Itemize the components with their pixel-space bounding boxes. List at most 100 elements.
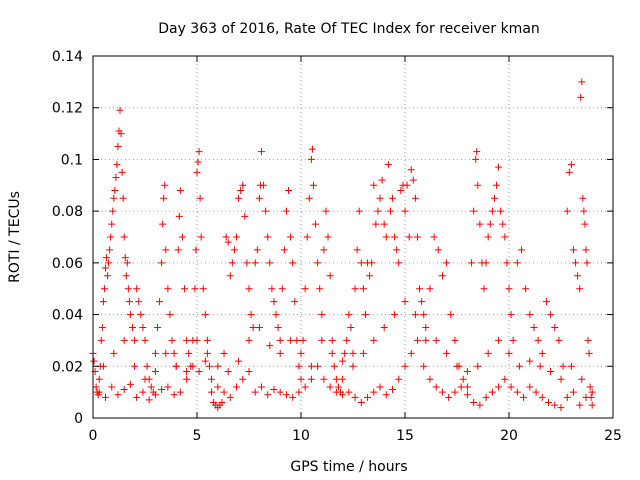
data-point	[422, 336, 430, 344]
data-point	[299, 336, 307, 344]
data-point	[393, 246, 401, 254]
x-axis-label: GPS time / hours	[290, 459, 407, 475]
data-point	[482, 393, 490, 401]
data-point	[191, 285, 199, 293]
data-point	[484, 233, 492, 241]
data-point	[526, 383, 534, 391]
data-point	[255, 324, 263, 331]
data-point	[137, 311, 145, 319]
data-point	[486, 220, 494, 228]
data-point	[370, 181, 378, 189]
data-point	[577, 93, 585, 101]
data-point	[114, 391, 122, 399]
y-tick-label: 0.12	[52, 101, 83, 117]
data-point	[270, 298, 278, 306]
data-point	[411, 311, 419, 319]
data-point	[120, 233, 128, 241]
data-point	[422, 324, 430, 331]
data-point	[249, 324, 257, 331]
data-point	[359, 349, 367, 357]
data-point	[509, 336, 517, 344]
data-point	[434, 246, 442, 254]
data-point	[297, 349, 305, 357]
data-point	[445, 393, 453, 401]
data-point	[239, 181, 247, 189]
data-point	[345, 311, 353, 319]
data-point	[507, 383, 515, 391]
plot-frame	[92, 55, 614, 419]
data-point	[328, 336, 336, 344]
data-point	[201, 311, 209, 319]
data-point	[193, 168, 201, 176]
data-point	[457, 383, 465, 391]
data-point	[451, 388, 459, 396]
data-point	[199, 285, 207, 293]
data-point	[349, 362, 357, 370]
data-point	[320, 246, 328, 254]
data-point	[395, 375, 403, 383]
data-point	[293, 336, 301, 344]
data-point	[576, 401, 584, 409]
data-point	[426, 285, 434, 293]
data-point	[145, 396, 153, 404]
data-point	[403, 181, 411, 189]
data-point	[476, 401, 484, 409]
data-point	[193, 336, 201, 344]
data-point	[432, 336, 440, 344]
data-point	[278, 285, 286, 293]
data-point	[569, 246, 577, 254]
data-point	[164, 383, 172, 391]
data-point	[538, 349, 546, 357]
data-point	[307, 375, 315, 383]
data-point	[241, 212, 249, 220]
data-point	[584, 336, 592, 344]
data-point	[326, 383, 334, 391]
data-point	[274, 324, 282, 331]
data-point	[563, 207, 571, 215]
data-point	[586, 383, 594, 391]
y-tick-label: 0	[74, 411, 83, 427]
data-point	[401, 362, 409, 370]
data-point	[106, 246, 114, 254]
data-point	[507, 311, 515, 319]
data-point	[116, 106, 124, 114]
data-point	[569, 388, 577, 396]
data-point	[328, 349, 336, 357]
y-tick-label: 0.08	[52, 204, 83, 220]
data-point	[438, 388, 446, 396]
data-point	[495, 383, 503, 391]
data-point	[386, 207, 394, 215]
data-point	[359, 285, 367, 293]
data-point	[156, 298, 164, 306]
data-point	[120, 386, 128, 394]
data-point	[276, 388, 284, 396]
data-point	[547, 367, 555, 375]
data-point	[185, 349, 193, 357]
data-point	[123, 259, 131, 267]
data-point	[129, 324, 137, 331]
y-tick-label: 0.06	[52, 256, 83, 272]
data-point	[411, 194, 419, 202]
data-point	[92, 383, 100, 391]
data-point	[170, 349, 178, 357]
data-point	[384, 161, 392, 169]
data-point	[473, 148, 481, 156]
data-point	[162, 349, 170, 357]
data-point	[324, 233, 332, 241]
data-point	[330, 362, 338, 370]
data-point	[401, 298, 409, 306]
x-tick-label: 10	[292, 428, 310, 444]
data-point	[121, 254, 129, 262]
data-point	[389, 194, 397, 202]
data-point	[203, 336, 211, 344]
data-point	[557, 375, 565, 383]
data-point	[341, 349, 349, 357]
data-point	[557, 404, 565, 412]
data-point	[376, 194, 384, 202]
data-point	[443, 349, 451, 357]
data-point	[101, 264, 109, 272]
data-point	[351, 285, 359, 293]
data-point	[208, 388, 216, 396]
data-point	[268, 285, 276, 293]
